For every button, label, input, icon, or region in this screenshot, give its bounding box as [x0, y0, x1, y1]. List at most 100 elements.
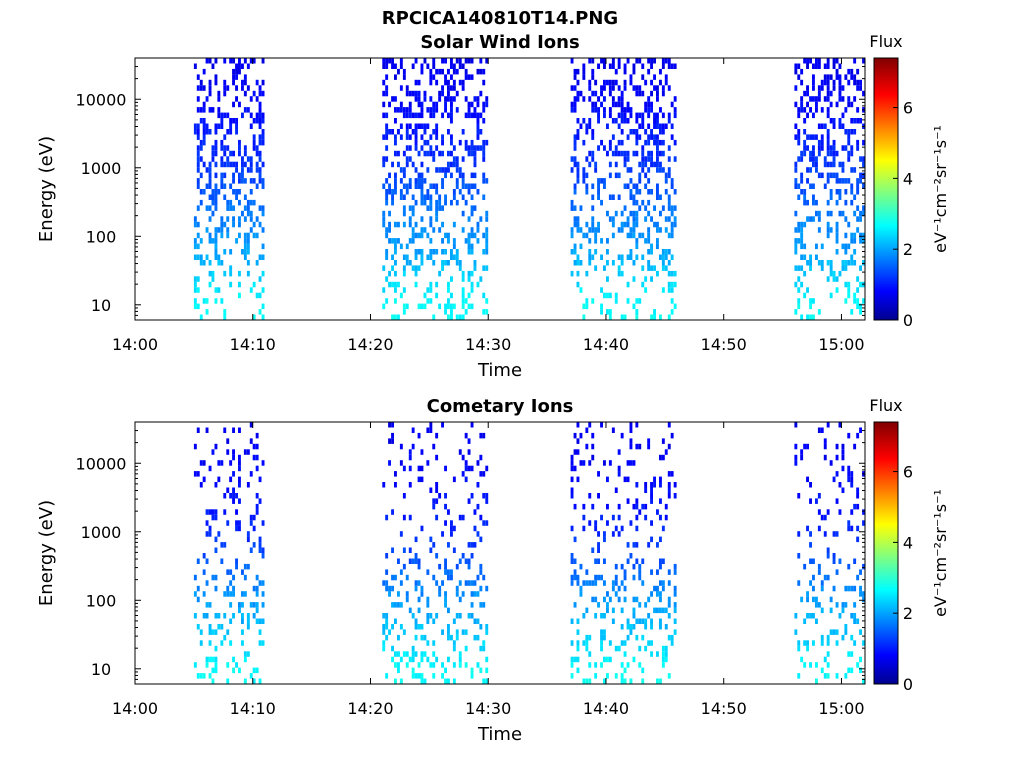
- flux-cell: [862, 58, 865, 64]
- flux-cell: [638, 645, 642, 652]
- flux-cell: [238, 667, 241, 674]
- flux-cell: [435, 123, 439, 129]
- flux-cell: [635, 482, 639, 488]
- y-axis-label: Energy (eV): [36, 500, 57, 606]
- flux-cell: [408, 90, 412, 97]
- flux-cell: [441, 90, 444, 97]
- flux-cell: [570, 662, 574, 668]
- flux-cell: [797, 640, 801, 646]
- flux-cell: [832, 531, 836, 537]
- flux-cell: [470, 172, 474, 179]
- flux-cell: [838, 161, 842, 168]
- flux-cell: [623, 85, 627, 91]
- flux-cell: [464, 139, 468, 146]
- flux-cell: [829, 292, 833, 299]
- flux-cell: [617, 514, 621, 521]
- flux-cell: [806, 178, 809, 184]
- flux-cell: [614, 118, 618, 124]
- flux-cell: [461, 178, 465, 184]
- flux-cell: [229, 123, 233, 129]
- flux-cell: [394, 270, 397, 277]
- flux-cell: [641, 678, 645, 684]
- flux-cell: [450, 101, 453, 108]
- flux-cell: [232, 58, 235, 64]
- flux-cell: [452, 161, 456, 168]
- flux-cell: [385, 145, 389, 151]
- flux-cell: [217, 460, 221, 466]
- flux-cell: [582, 514, 586, 521]
- flux-cell: [812, 161, 815, 168]
- flux-cell: [626, 134, 630, 140]
- flux-cell: [426, 427, 430, 433]
- flux-cell: [464, 465, 468, 472]
- flux-cell: [196, 673, 200, 679]
- flux-cell: [579, 563, 583, 570]
- flux-cell: [249, 422, 253, 428]
- flux-cell: [659, 596, 662, 603]
- flux-cell: [644, 172, 648, 179]
- flux-cell: [429, 79, 433, 86]
- flux-cell: [423, 96, 427, 102]
- flux-cell: [582, 232, 586, 239]
- flux-cell: [856, 178, 860, 184]
- flux-cell: [232, 613, 235, 619]
- flux-cell: [452, 68, 456, 75]
- flux-cell: [859, 569, 862, 575]
- flux-cell: [432, 673, 436, 679]
- flux-cell: [585, 640, 589, 646]
- flux-cell: [441, 580, 444, 586]
- flux-cell: [202, 68, 206, 75]
- flux-cell: [597, 118, 600, 124]
- flux-cell: [455, 613, 459, 619]
- flux-cell: [859, 265, 862, 271]
- flux-cell: [461, 172, 465, 179]
- flux-cell: [485, 520, 489, 526]
- flux-cell: [464, 58, 468, 64]
- flux-cell: [479, 563, 483, 570]
- flux-cell: [573, 465, 577, 472]
- flux-cell: [853, 58, 857, 64]
- flux-cell: [608, 216, 612, 222]
- flux-cell: [458, 558, 462, 564]
- flux-cell: [673, 569, 677, 575]
- flux-cell: [823, 161, 827, 168]
- flux-cell: [444, 260, 447, 266]
- flux-cell: [399, 624, 403, 630]
- flux-cell: [835, 221, 839, 228]
- flux-cell: [829, 596, 833, 603]
- flux-cell: [261, 183, 265, 189]
- flux-cell: [420, 161, 424, 168]
- flux-cell: [205, 183, 209, 189]
- flux-cell: [597, 96, 600, 102]
- flux-cell: [211, 276, 215, 282]
- colorbar-title: Flux: [869, 396, 902, 415]
- flux-cell: [232, 493, 235, 499]
- flux-cell: [385, 553, 389, 559]
- flux-cell: [394, 574, 397, 581]
- flux-cell: [859, 309, 862, 315]
- flux-cell: [455, 314, 459, 320]
- flux-cell: [826, 129, 830, 135]
- flux-cell: [217, 90, 221, 97]
- flux-cell: [391, 63, 394, 69]
- flux-cell: [402, 167, 406, 173]
- flux-cell: [667, 199, 671, 206]
- flux-cell: [411, 238, 415, 244]
- flux-cell: [447, 656, 450, 663]
- flux-cell: [455, 161, 459, 168]
- flux-cell: [397, 107, 400, 113]
- flux-cell: [650, 150, 653, 157]
- flux-cell: [193, 287, 197, 293]
- flux-cell: [220, 178, 224, 184]
- flux-cell: [850, 150, 854, 157]
- flux-cell: [388, 422, 391, 428]
- flux-cell: [661, 438, 665, 444]
- flux-cell: [806, 287, 809, 293]
- flux-cell: [405, 123, 409, 129]
- flux-cell: [664, 189, 668, 195]
- flux-cell: [659, 123, 662, 129]
- flux-cell: [635, 221, 639, 228]
- flux-cell: [600, 422, 603, 428]
- flux-cell: [405, 85, 409, 91]
- flux-cell: [847, 476, 851, 483]
